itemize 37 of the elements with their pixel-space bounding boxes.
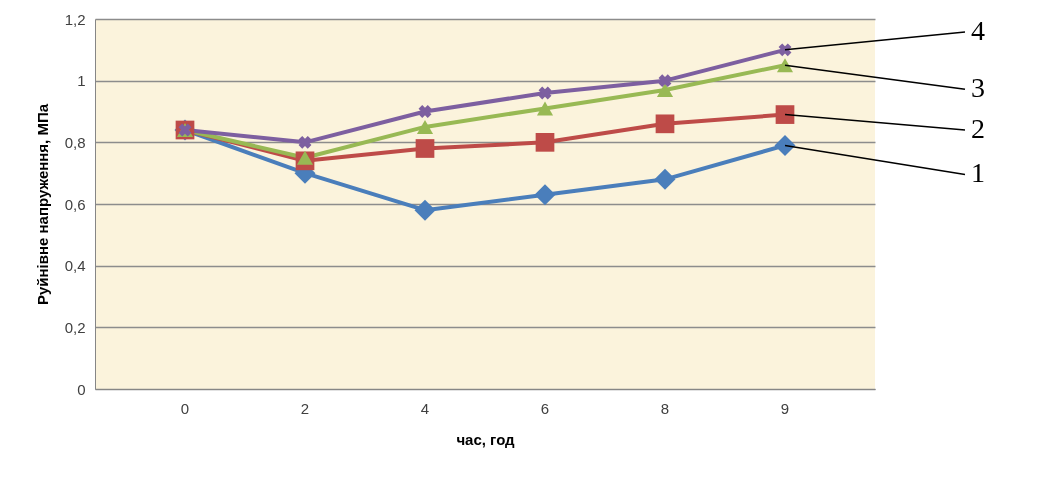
- text: 3: [971, 72, 985, 104]
- x-axis-title: час, год: [456, 430, 516, 448]
- x-tick-label: 6: [540, 399, 550, 417]
- y-tick-label: 1: [77, 72, 86, 90]
- y-axis-title: Руйнівне напруження, МПа: [33, 103, 51, 306]
- x-tick-label: 2: [300, 399, 310, 417]
- point: [296, 150, 314, 165]
- point: [418, 105, 432, 118]
- y-tick-label: 1,2: [64, 10, 86, 28]
- text: 4: [971, 14, 985, 46]
- y-tick-label: 0,2: [64, 318, 86, 336]
- point: [774, 134, 796, 156]
- point: [778, 43, 792, 57]
- point: [535, 132, 555, 152]
- point: [534, 184, 556, 206]
- y-tick-label: 0,4: [64, 257, 86, 275]
- x-tick-label: 8: [660, 399, 670, 417]
- y-tick-label: 0: [77, 380, 86, 398]
- y-tick-label: 0,6: [64, 195, 86, 213]
- point: [536, 101, 554, 116]
- point: [656, 82, 674, 97]
- point: [414, 199, 436, 221]
- text: 1: [971, 157, 985, 189]
- point: [298, 135, 312, 149]
- point: [538, 86, 552, 100]
- x-tick-label: 4: [420, 399, 430, 417]
- point: [415, 139, 435, 158]
- point: [654, 168, 676, 190]
- point: [658, 74, 672, 88]
- x-tick-label: 0: [180, 399, 190, 417]
- point: [775, 105, 795, 124]
- point: [416, 119, 434, 134]
- x-tick-label: 9: [780, 399, 790, 417]
- text: 2: [971, 113, 985, 144]
- point: [655, 114, 675, 134]
- y-tick-label: 0,8: [64, 133, 86, 151]
- point: [776, 58, 794, 73]
